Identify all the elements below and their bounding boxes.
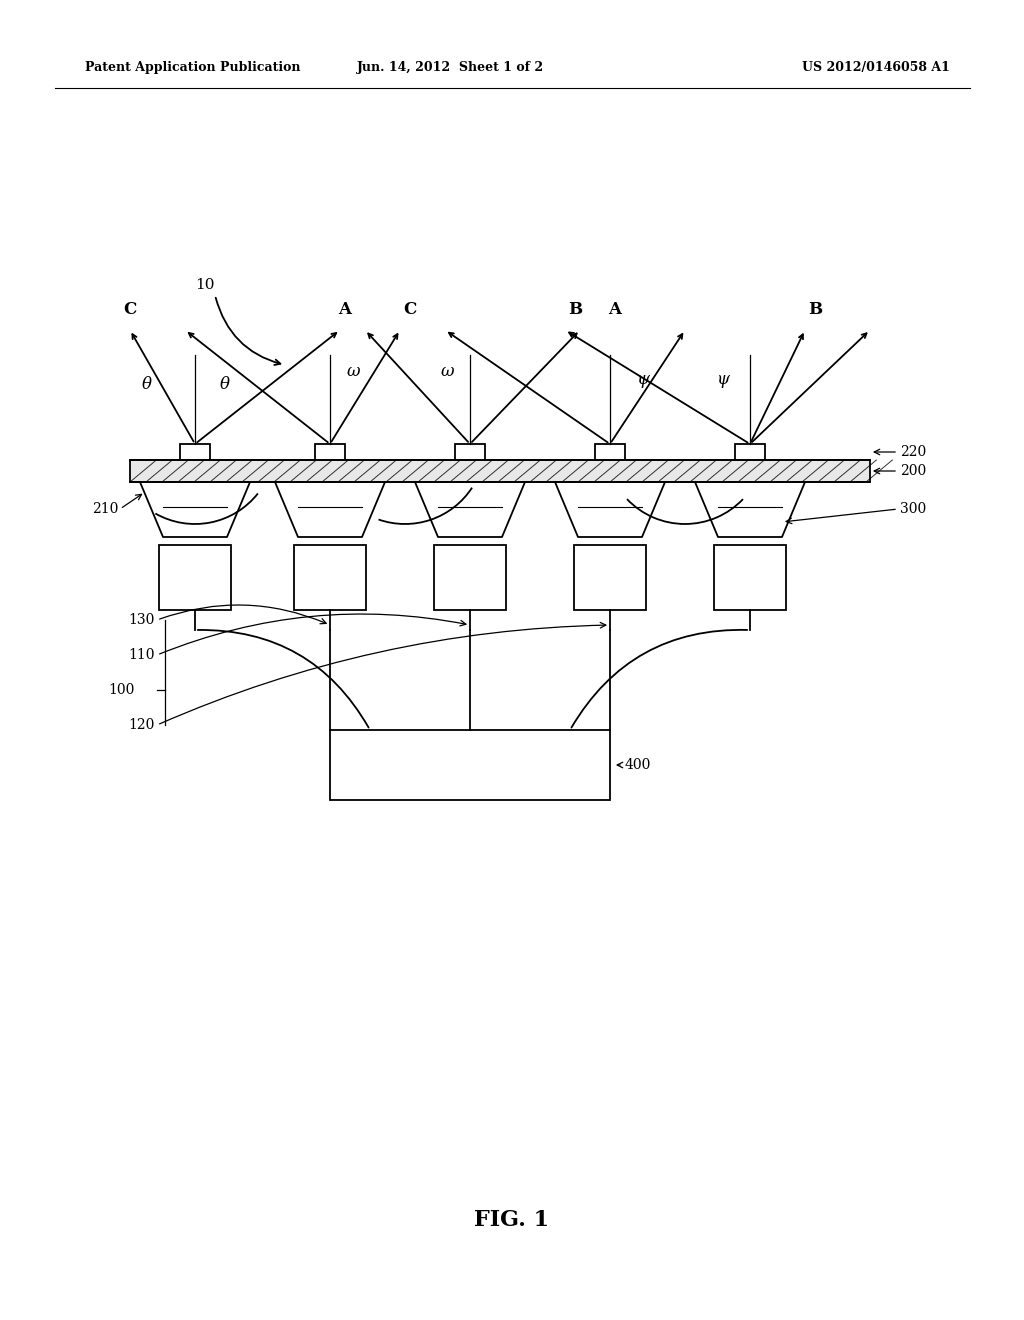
Text: 130: 130 (129, 612, 155, 627)
Text: Jun. 14, 2012  Sheet 1 of 2: Jun. 14, 2012 Sheet 1 of 2 (356, 62, 544, 74)
Bar (159, 545, 231, 610)
Bar (130, 459, 870, 482)
Bar (735, 444, 765, 459)
Text: C: C (123, 301, 136, 318)
Text: θ: θ (220, 376, 230, 393)
Text: Patent Application Publication: Patent Application Publication (85, 62, 300, 74)
Text: 120: 120 (129, 718, 155, 733)
Text: B: B (808, 301, 822, 318)
Text: 300: 300 (900, 502, 927, 516)
Bar (434, 545, 506, 610)
Text: 220: 220 (900, 445, 927, 459)
Text: 100: 100 (109, 682, 135, 697)
Bar (595, 444, 625, 459)
Text: ψ: ψ (717, 371, 729, 388)
Bar (714, 545, 786, 610)
Text: ω: ω (440, 363, 454, 380)
Text: 200: 200 (900, 465, 927, 478)
Bar (455, 444, 485, 459)
Text: C: C (403, 301, 417, 318)
Text: θ: θ (142, 376, 152, 393)
Bar (315, 444, 345, 459)
Text: ψ: ψ (637, 371, 649, 388)
Text: 210: 210 (91, 502, 118, 516)
Bar (330, 730, 610, 800)
Text: B: B (568, 301, 582, 318)
Bar (294, 545, 366, 610)
Text: ω: ω (346, 363, 359, 380)
Text: 10: 10 (195, 279, 214, 292)
Text: 400: 400 (625, 758, 651, 772)
Text: 110: 110 (128, 648, 155, 663)
Text: A: A (339, 301, 351, 318)
Bar (574, 545, 646, 610)
Text: US 2012/0146058 A1: US 2012/0146058 A1 (802, 62, 950, 74)
Text: A: A (608, 301, 622, 318)
Bar (180, 444, 210, 459)
Text: FIG. 1: FIG. 1 (474, 1209, 550, 1232)
